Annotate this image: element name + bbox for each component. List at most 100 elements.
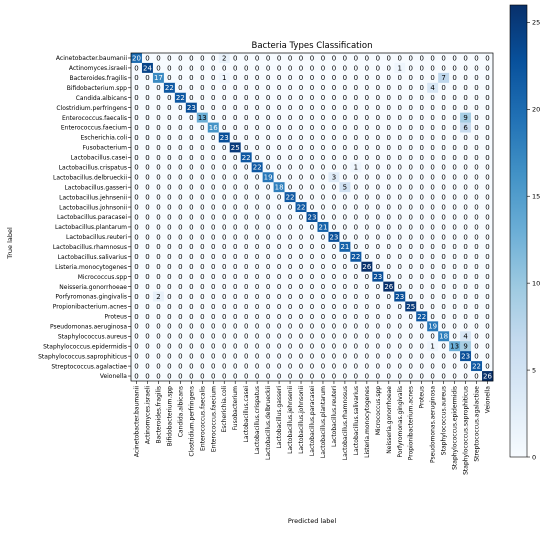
cell-value: 0 — [398, 313, 402, 321]
heatmap-cell — [328, 162, 340, 173]
heatmap-cell — [273, 212, 285, 223]
cell-value: 0 — [441, 64, 445, 72]
heatmap-cell — [372, 122, 384, 133]
cell-value: 0 — [255, 303, 259, 311]
cell-value: 0 — [419, 174, 423, 182]
heatmap-cell — [152, 301, 165, 312]
heatmap-cell — [361, 102, 373, 113]
cell-value: 0 — [408, 54, 412, 62]
heatmap-cell — [372, 351, 384, 362]
heatmap-cell — [207, 361, 220, 372]
cell-value: 0 — [419, 194, 423, 202]
x-tick-label: Lactobacillus.reuteri — [331, 386, 338, 447]
y-tick-label: Candida.albicans — [76, 95, 127, 102]
heatmap-cell — [482, 182, 494, 193]
cell-value: 0 — [463, 253, 467, 261]
heatmap-cell — [416, 53, 428, 64]
heatmap-cell — [131, 251, 143, 263]
heatmap-cell — [416, 331, 428, 342]
cell-value: 0 — [321, 184, 325, 192]
heatmap-cell — [262, 53, 274, 64]
heatmap-cell — [328, 53, 340, 64]
heatmap-cell — [383, 271, 395, 282]
cell-value: 0 — [376, 313, 380, 321]
heatmap-cell — [163, 152, 176, 163]
heatmap-cell — [449, 371, 461, 382]
cell-value: 0 — [277, 362, 281, 370]
heatmap-cell — [284, 371, 296, 382]
heatmap-cell — [284, 182, 296, 193]
cell-value: 0 — [299, 253, 303, 261]
cell-value: 0 — [310, 353, 314, 361]
cell-value: 0 — [398, 94, 402, 102]
cell-value: 0 — [485, 353, 489, 361]
heatmap-cell — [218, 291, 231, 302]
cell-value: 0 — [463, 164, 467, 172]
heatmap-cell — [295, 311, 307, 322]
cell-value: 0 — [222, 263, 226, 271]
cell-value: 0 — [266, 213, 270, 221]
cell-value: 0 — [178, 174, 182, 182]
cell-value: 0 — [485, 293, 489, 301]
heatmap-cell — [427, 122, 439, 133]
heatmap-cell — [471, 182, 483, 193]
cell-value: 0 — [134, 233, 138, 241]
heatmap-cell — [460, 261, 472, 272]
heatmap-cell — [471, 221, 483, 233]
cell-value: 0 — [145, 94, 149, 102]
cell-value: 0 — [463, 134, 467, 142]
heatmap-cell — [185, 142, 198, 153]
cell-value: 0 — [299, 362, 303, 370]
heatmap-cell — [185, 281, 198, 292]
heatmap-cell — [482, 62, 494, 74]
heatmap-cell — [174, 291, 187, 302]
cell-value: 0 — [178, 372, 182, 380]
heatmap-cell-values: 20 0 0 0 0 0 0 0 2 0 0 0 0 0 0 0 0 0 0 0 0 0 0 0 0 0 0 0 0 0 0 0 00 24 0 0 0… — [132, 54, 492, 380]
cell-value: 0 — [244, 362, 248, 370]
cell-value: 0 — [365, 303, 369, 311]
heatmap-cell — [427, 192, 439, 203]
cell-value: 0 — [200, 213, 204, 221]
cell-value: 0 — [178, 362, 182, 370]
heatmap-cell — [185, 341, 198, 352]
x-tick-label: Micrococcus.spp — [375, 386, 382, 435]
heatmap-cell — [416, 212, 428, 223]
heatmap-cell — [416, 62, 428, 74]
heatmap-cell — [251, 261, 263, 272]
cell-value: 0 — [156, 213, 160, 221]
cell-value: 0 — [145, 253, 149, 261]
heatmap-cell — [284, 172, 296, 183]
heatmap-cell — [185, 202, 198, 213]
heatmap-cell — [141, 72, 154, 84]
cell-value: 0 — [200, 233, 204, 241]
heatmap-cell — [240, 271, 252, 282]
x-tick-label: Staphylococcus.epidermidis — [452, 386, 459, 470]
cell-value: 0 — [299, 124, 303, 132]
cell-value: 0 — [387, 194, 391, 202]
cell-value: 0 — [321, 174, 325, 182]
heatmap-cell — [482, 112, 494, 123]
heatmap-cell — [317, 361, 329, 372]
cell-value: 0 — [419, 253, 423, 261]
cell-value: 0 — [277, 154, 281, 162]
heatmap-cell — [405, 102, 417, 113]
cell-value: 21 — [319, 223, 328, 231]
cell-value: 0 — [167, 303, 171, 311]
cell-value: 0 — [430, 203, 434, 211]
heatmap-cell — [229, 202, 241, 213]
heatmap-cell — [196, 331, 209, 342]
cell-value: 0 — [145, 263, 149, 271]
cell-value: 0 — [222, 104, 226, 112]
cell-value: 0 — [233, 323, 237, 331]
heatmap-cell — [471, 371, 483, 382]
cell-value: 0 — [398, 243, 402, 251]
heatmap-cell — [383, 162, 395, 173]
cell-value: 0 — [200, 64, 204, 72]
cell-value: 0 — [398, 323, 402, 331]
cell-value: 23 — [220, 134, 229, 142]
cell-value: 0 — [354, 353, 358, 361]
cell-value: 0 — [332, 74, 336, 82]
heatmap-cell — [427, 212, 439, 223]
cell-value: 0 — [145, 114, 149, 122]
cell-value: 0 — [200, 303, 204, 311]
